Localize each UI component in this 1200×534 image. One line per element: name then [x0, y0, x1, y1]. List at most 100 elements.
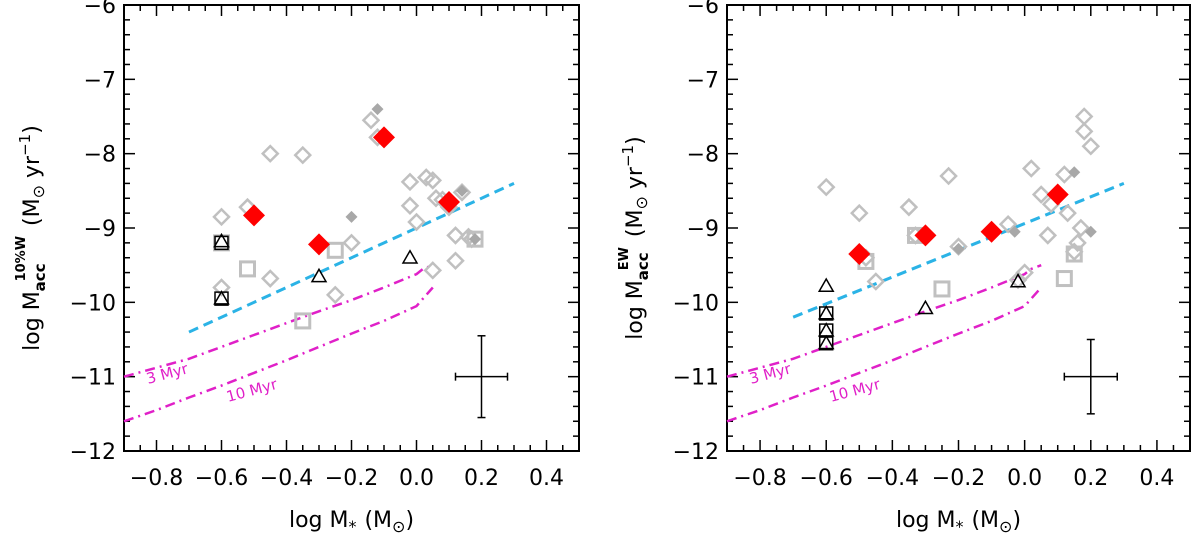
gray-open-diamond-point — [423, 261, 443, 280]
gray-open-diamond-point — [400, 172, 420, 192]
y-axis-title-main: log M — [20, 291, 45, 351]
gray-open-diamond-point — [899, 197, 919, 217]
axis-frame — [726, 4, 1191, 452]
black-triangle-point — [817, 277, 835, 292]
y-axis-title-close: ) — [623, 136, 648, 145]
black-triangle-point — [213, 232, 230, 248]
y-axis-title-unit: (M — [20, 198, 45, 226]
gray-open-diamond-point — [1074, 122, 1094, 141]
gray-open-diamond-point — [342, 233, 361, 253]
red-diamond-point — [243, 204, 265, 227]
isochrone-3myr-line — [726, 264, 1042, 378]
gray-square-point — [1055, 270, 1073, 288]
y-tick-label: −8 — [84, 143, 116, 168]
gray-open-diamond-point — [260, 144, 280, 163]
isochrone-10myr-label: 10 Myr — [827, 375, 883, 406]
black-triangle-point — [817, 334, 835, 350]
gray-open-diamond-point — [452, 183, 472, 202]
gray-open-diamond-point — [407, 212, 426, 232]
x-tick-label: 0.2 — [1073, 466, 1108, 491]
gray-square-point — [239, 260, 256, 278]
y-tick-label: −7 — [84, 68, 116, 93]
gray-open-diamond-point — [1058, 203, 1077, 223]
gray-filled-diamond-point — [952, 242, 965, 255]
black-triangle-point — [817, 322, 835, 337]
isochrone-10myr-label: 10 Myr — [224, 375, 280, 406]
gray-filled-diamond-point — [371, 103, 384, 116]
gray-square-point — [933, 280, 951, 298]
x-axis-title-unit-sub: ⊙ — [999, 517, 1012, 534]
y-axis-title-unit-sub: ⊙ — [632, 196, 651, 209]
red-diamond-point — [308, 233, 330, 256]
red-diamond-point — [848, 243, 871, 266]
gray-open-diamond-point — [1055, 165, 1074, 184]
gray-open-diamond-point — [400, 196, 420, 215]
x-axis-title: log M* (M⊙) — [896, 508, 1021, 534]
gray-open-diamond-point — [850, 203, 869, 223]
y-axis-title-sup: 10%W — [14, 236, 29, 281]
black-triangle-point — [817, 304, 835, 320]
gray-open-diamond-point — [866, 272, 886, 291]
gray-open-diamond-point — [426, 188, 446, 208]
y-tick-label: −7 — [687, 68, 719, 93]
x-axis-title-unit-end: ) — [405, 508, 414, 533]
gray-open-diamond-point — [212, 278, 231, 297]
x-tick-label: 0.4 — [1139, 466, 1174, 491]
y-tick-label: −6 — [687, 0, 719, 19]
y-axis-title-group: log MaccEW (M⊙ yr−1) — [617, 136, 652, 339]
x-axis-title-unit-sub: ⊙ — [392, 517, 405, 534]
axis-frame — [123, 4, 580, 452]
red-diamond-point — [980, 220, 1003, 243]
x-axis-title-unit: (M — [364, 508, 392, 533]
x-axis-title-main: log M — [289, 508, 349, 533]
y-tick-label: −9 — [84, 217, 116, 242]
x-tick-label: −0.6 — [195, 466, 248, 491]
y-axis-title-unit-end: yr — [623, 166, 648, 196]
isochrone-3myr-label: 3 Myr — [747, 359, 793, 388]
black-triangle-point — [213, 290, 230, 305]
y-axis-title-sub: acc — [634, 252, 652, 280]
y-axis-title: log Macc10%W (M⊙ yr−1) — [14, 125, 49, 351]
black-triangle-point — [401, 249, 419, 264]
y-axis-title-unit-exp: −1 — [16, 134, 34, 156]
y-axis-title-unit-end: yr — [20, 155, 45, 185]
x-tick-label: 0.0 — [399, 466, 434, 491]
y-tick-label: −10 — [70, 291, 116, 316]
black-triangle-point — [1009, 273, 1027, 288]
y-tick-label: −6 — [84, 0, 116, 19]
gray-square-point — [294, 312, 312, 330]
red-diamond-point — [1046, 183, 1069, 206]
gray-filled-diamond-point — [456, 184, 468, 197]
left-panel: −0.8 −0.6 −0.4 −0.2 0.0 0.2 0.4 −12 −11 −10 −9 −8 −7… — [14, 0, 580, 534]
x-tick-label: −0.8 — [130, 466, 183, 491]
x-tick-label: −0.2 — [932, 466, 985, 491]
right-panel: −0.8 −0.6 −0.4 −0.2 0.0 0.2 0.4 −12 −11 −10 −9 −8 −7… — [617, 0, 1191, 534]
black-square-point — [214, 235, 229, 251]
gray-open-diamond-point — [293, 145, 313, 165]
x-tick-label: −0.6 — [800, 466, 853, 491]
gray-filled-diamond-point — [469, 233, 481, 246]
gray-open-diamond-point — [816, 177, 836, 197]
y-axis-title-unit-exp: −1 — [619, 145, 637, 167]
black-triangle-point — [917, 299, 934, 315]
fit-line — [188, 182, 515, 334]
red-diamond-point — [438, 190, 460, 213]
x-tick-label: −0.2 — [325, 466, 378, 491]
y-axis-title-unit: (M — [623, 209, 648, 237]
y-tick-label: −12 — [70, 440, 116, 465]
x-tick-label: −0.4 — [260, 466, 313, 491]
red-diamond-point — [914, 224, 937, 247]
gray-open-diamond-point — [1021, 159, 1041, 178]
y-axis-title-unit-sub: ⊙ — [29, 185, 48, 198]
gray-filled-diamond-point — [1084, 225, 1097, 238]
isochrone-10myr-line — [726, 286, 1043, 423]
y-tick-label: −8 — [687, 143, 719, 168]
y-tick-label: −10 — [673, 291, 719, 316]
gray-open-diamond-point — [1031, 185, 1051, 204]
black-triangle-point — [310, 267, 328, 283]
gray-open-diamond-point — [1038, 226, 1058, 245]
x-tick-label: 0.0 — [1007, 466, 1042, 491]
gray-square-point — [326, 241, 344, 259]
gray-open-diamond-point — [446, 226, 465, 245]
gray-open-diamond-point — [1064, 242, 1084, 262]
